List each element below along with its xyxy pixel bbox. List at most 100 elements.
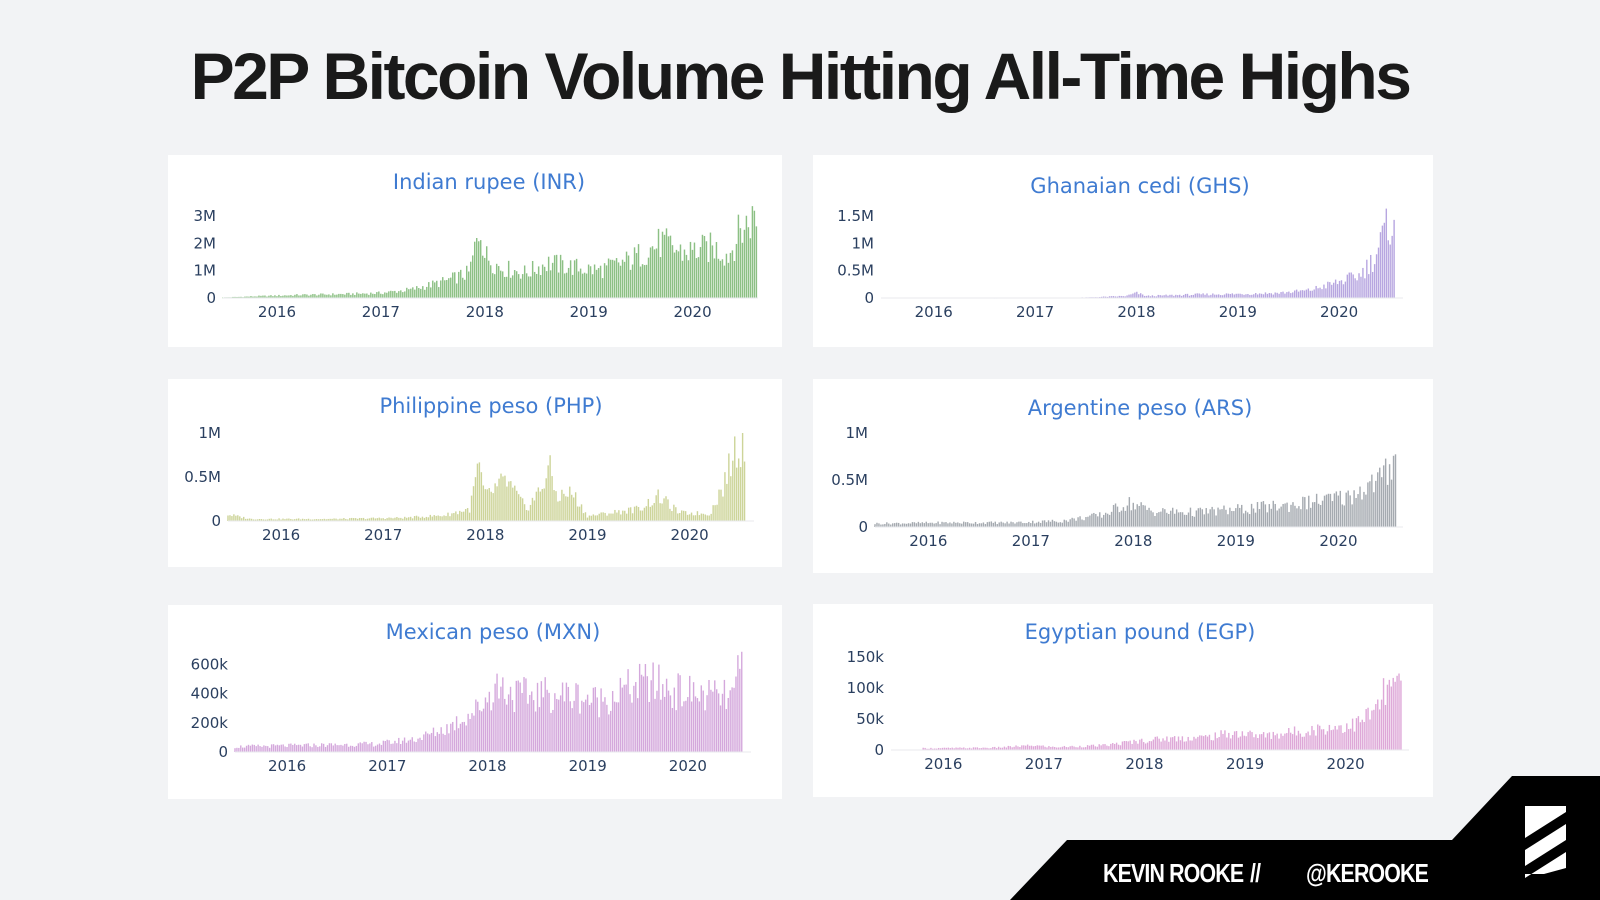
bar (368, 294, 370, 298)
bar (737, 214, 740, 298)
bar (700, 513, 703, 521)
bar (731, 687, 733, 752)
bar (492, 702, 494, 752)
bar (1288, 511, 1290, 527)
bar (1286, 502, 1288, 527)
bar (541, 489, 543, 521)
bar (441, 516, 443, 521)
bar (1104, 744, 1106, 750)
bar (337, 519, 339, 521)
bar (702, 513, 705, 521)
bar (1087, 516, 1089, 527)
bar (951, 523, 953, 527)
bar (248, 296, 250, 298)
bar (627, 507, 630, 521)
bar (1207, 513, 1209, 527)
bar (583, 702, 585, 752)
bar (370, 517, 373, 521)
bar (488, 488, 490, 521)
bar (1239, 293, 1241, 298)
bar (280, 519, 282, 521)
bar (450, 723, 452, 752)
bar (1340, 280, 1343, 298)
bar (1243, 294, 1245, 298)
bar (502, 677, 504, 752)
y-tick-label: 100k (847, 679, 885, 697)
bar (647, 498, 650, 521)
bar (1046, 747, 1048, 750)
bar-series-ghs (993, 208, 1395, 299)
bar (1276, 510, 1278, 527)
bar (1202, 736, 1205, 750)
bar (1296, 508, 1298, 527)
bar (264, 295, 266, 298)
bar (1329, 493, 1332, 527)
bar (280, 744, 282, 752)
bar (464, 509, 467, 521)
bar (330, 295, 332, 298)
bar (935, 523, 937, 527)
bar (1204, 735, 1207, 750)
bar (1323, 495, 1326, 527)
bar (1311, 725, 1313, 750)
bar (1120, 510, 1123, 527)
bar (487, 260, 490, 298)
bar (367, 744, 369, 752)
bar (1009, 746, 1011, 750)
bar (263, 745, 265, 752)
bar (673, 504, 675, 521)
bar (1187, 736, 1189, 750)
bar (642, 676, 645, 752)
bar (1371, 474, 1373, 527)
bar (685, 254, 688, 298)
bar (493, 274, 496, 298)
bar (398, 737, 400, 752)
bar (615, 258, 618, 298)
bar (517, 494, 520, 521)
bar (292, 744, 294, 752)
bar (1150, 741, 1153, 750)
bar (547, 465, 549, 521)
bar (1274, 735, 1276, 750)
bar (947, 523, 949, 527)
bar (578, 506, 581, 521)
bar (943, 522, 945, 527)
bar (1327, 281, 1329, 298)
bar (659, 257, 662, 298)
bar (1054, 747, 1056, 750)
bar (1330, 730, 1333, 750)
bar (1113, 743, 1116, 750)
bar (1035, 522, 1038, 527)
bar-series-php (227, 433, 746, 521)
bar (388, 517, 390, 521)
bar (309, 519, 312, 521)
bar (681, 510, 683, 521)
bar (1254, 512, 1257, 527)
bar (311, 519, 314, 521)
bar (621, 259, 624, 298)
bar (1264, 737, 1267, 750)
bar (254, 519, 257, 521)
bar (717, 258, 720, 298)
bar (1069, 519, 1071, 527)
bar (324, 294, 326, 298)
bar (1270, 508, 1273, 527)
bar (737, 655, 739, 752)
bar (1239, 507, 1241, 527)
bar (234, 748, 236, 752)
bar (1212, 740, 1215, 750)
x-tick-label: 2016 (262, 526, 300, 544)
bar (417, 738, 419, 752)
bar (721, 259, 724, 298)
bar (525, 678, 527, 752)
bar (272, 744, 275, 752)
bar (608, 714, 610, 752)
bar (706, 515, 708, 521)
bar (444, 280, 446, 298)
bar (709, 232, 712, 298)
bar (649, 247, 652, 298)
bar (326, 294, 328, 298)
bar (895, 522, 898, 527)
